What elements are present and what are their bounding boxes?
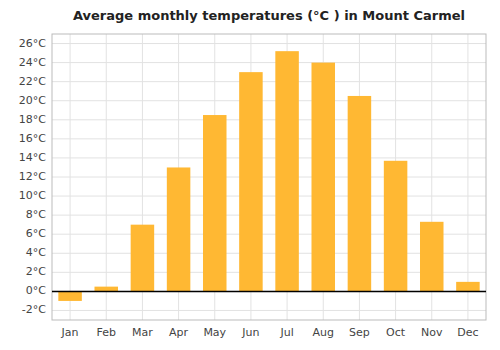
y-tick-label: 12°C	[19, 170, 46, 183]
bar	[275, 51, 299, 291]
bar	[239, 72, 263, 291]
y-tick-label: 2°C	[26, 265, 46, 278]
title: Average monthly temperatures (°C ) in Mo…	[73, 8, 465, 23]
chart: -2°C 0°C 2°C 4°C 6°C 8°C 10°C 12°C 14°C 16°C 18°C 2…	[0, 0, 500, 350]
y-grid-line	[52, 62, 486, 63]
x-grid-line	[467, 34, 468, 320]
bars	[58, 51, 479, 301]
y-tick-label: 10°C	[19, 189, 46, 202]
bar	[384, 161, 408, 292]
x-tick-label: Aug	[313, 326, 334, 339]
x-tick-label: Nov	[421, 326, 443, 339]
y-tick-label: 22°C	[19, 75, 46, 88]
bar	[456, 282, 480, 292]
y-grid-line	[52, 215, 486, 216]
x-tick-label: Sep	[349, 326, 370, 339]
x-tick-label: Jan	[61, 326, 79, 339]
y-tick-label: -2°C	[22, 303, 46, 316]
y-tick-label: 18°C	[19, 113, 46, 126]
grid	[52, 34, 486, 320]
y-grid-line	[52, 81, 486, 82]
x-tick-label: Mar	[132, 326, 153, 339]
y-tick-label: 8°C	[26, 208, 46, 221]
bar	[58, 291, 82, 301]
x-tick-label: Jul	[279, 326, 293, 339]
x-grid-line	[106, 34, 107, 320]
y-grid-line	[52, 177, 486, 178]
x-tick-label: Feb	[97, 326, 116, 339]
bar	[203, 115, 227, 291]
y-tick-label: 16°C	[19, 132, 46, 145]
axes: -2°C 0°C 2°C 4°C 6°C 8°C 10°C 12°C 14°C 16°C 18°C 2…	[19, 34, 486, 339]
bar	[420, 222, 444, 292]
y-grid-line	[52, 100, 486, 101]
y-tick-label: 14°C	[19, 151, 46, 164]
y-grid-line	[52, 138, 486, 139]
y-tick-label: 24°C	[19, 56, 46, 69]
y-grid-line	[52, 157, 486, 158]
y-grid-line	[52, 43, 486, 44]
x-tick-label: Jun	[241, 326, 259, 339]
bar	[348, 96, 372, 291]
x-tick-label: May	[203, 326, 226, 339]
y-grid-line	[52, 310, 486, 311]
y-grid-line	[52, 291, 486, 292]
bar	[311, 63, 335, 292]
y-grid-line	[52, 196, 486, 197]
x-tick-label: Apr	[169, 326, 189, 339]
x-tick-label: Oct	[386, 326, 406, 339]
zero-line	[52, 291, 486, 293]
y-grid-line	[52, 119, 486, 120]
plot-frame	[52, 34, 486, 320]
y-tick-label: 0°C	[26, 284, 46, 297]
x-tick-label: Dec	[457, 326, 478, 339]
y-tick-label: 6°C	[26, 227, 46, 240]
x-grid-line	[70, 34, 71, 320]
bar	[167, 167, 191, 291]
y-tick-label: 20°C	[19, 94, 46, 107]
bar	[131, 225, 155, 292]
y-tick-label: 26°C	[19, 37, 46, 50]
y-tick-label: 4°C	[26, 246, 46, 259]
